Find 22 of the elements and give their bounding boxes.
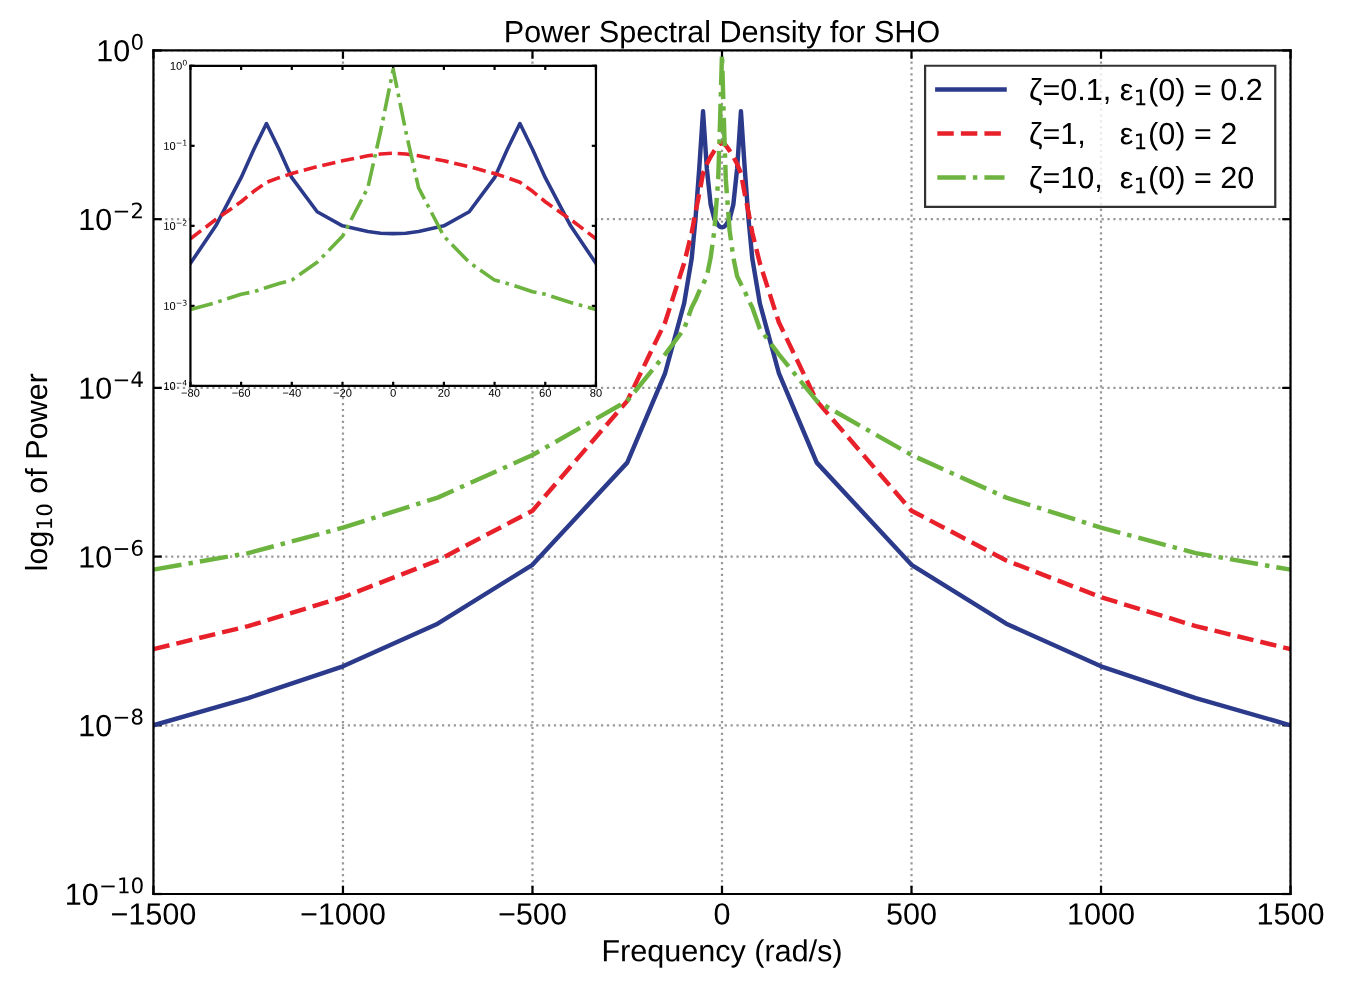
- y-tick-label: 10$^{−6}$: [80, 539, 143, 568]
- y-tick-label: 10$^{−2}$: [80, 202, 142, 231]
- x-tick-label: 1000: [1069, 903, 1134, 925]
- legend-label: ζ=1, ε$_{1}$(0) = 2: [1030, 121, 1236, 151]
- y-tick-label: 10$^{−10}$: [67, 877, 143, 906]
- line-series: [190, 121, 596, 266]
- x-tick-label: 500: [887, 903, 936, 925]
- x-tick-label: −1500: [112, 903, 196, 925]
- y-axis-title: log$_{10}$ of Power: [24, 373, 54, 570]
- y-tick-label: 10$^{0}$: [98, 33, 143, 62]
- x-tick-label: −1000: [301, 903, 385, 925]
- line-series: [153, 109, 1291, 728]
- x-tick-label: 0: [714, 903, 730, 925]
- y-tick-label: 10$^{−4}$: [80, 371, 143, 400]
- legend-label: ζ=0.1, ε$_{1}$(0) = 0.2: [1030, 77, 1262, 107]
- x-tick-label: −500: [499, 903, 566, 925]
- legend-label: ζ=10, ε$_{1}$(0) = 20: [1030, 165, 1254, 195]
- chart-title: Power Spectral Density for SHO: [506, 20, 939, 49]
- line-series: [190, 151, 596, 241]
- y-tick-label: 10$^{−8}$: [80, 708, 143, 737]
- x-axis-title: Frequency (rad/s): [603, 939, 841, 968]
- x-tick-label: 1500: [1258, 903, 1324, 925]
